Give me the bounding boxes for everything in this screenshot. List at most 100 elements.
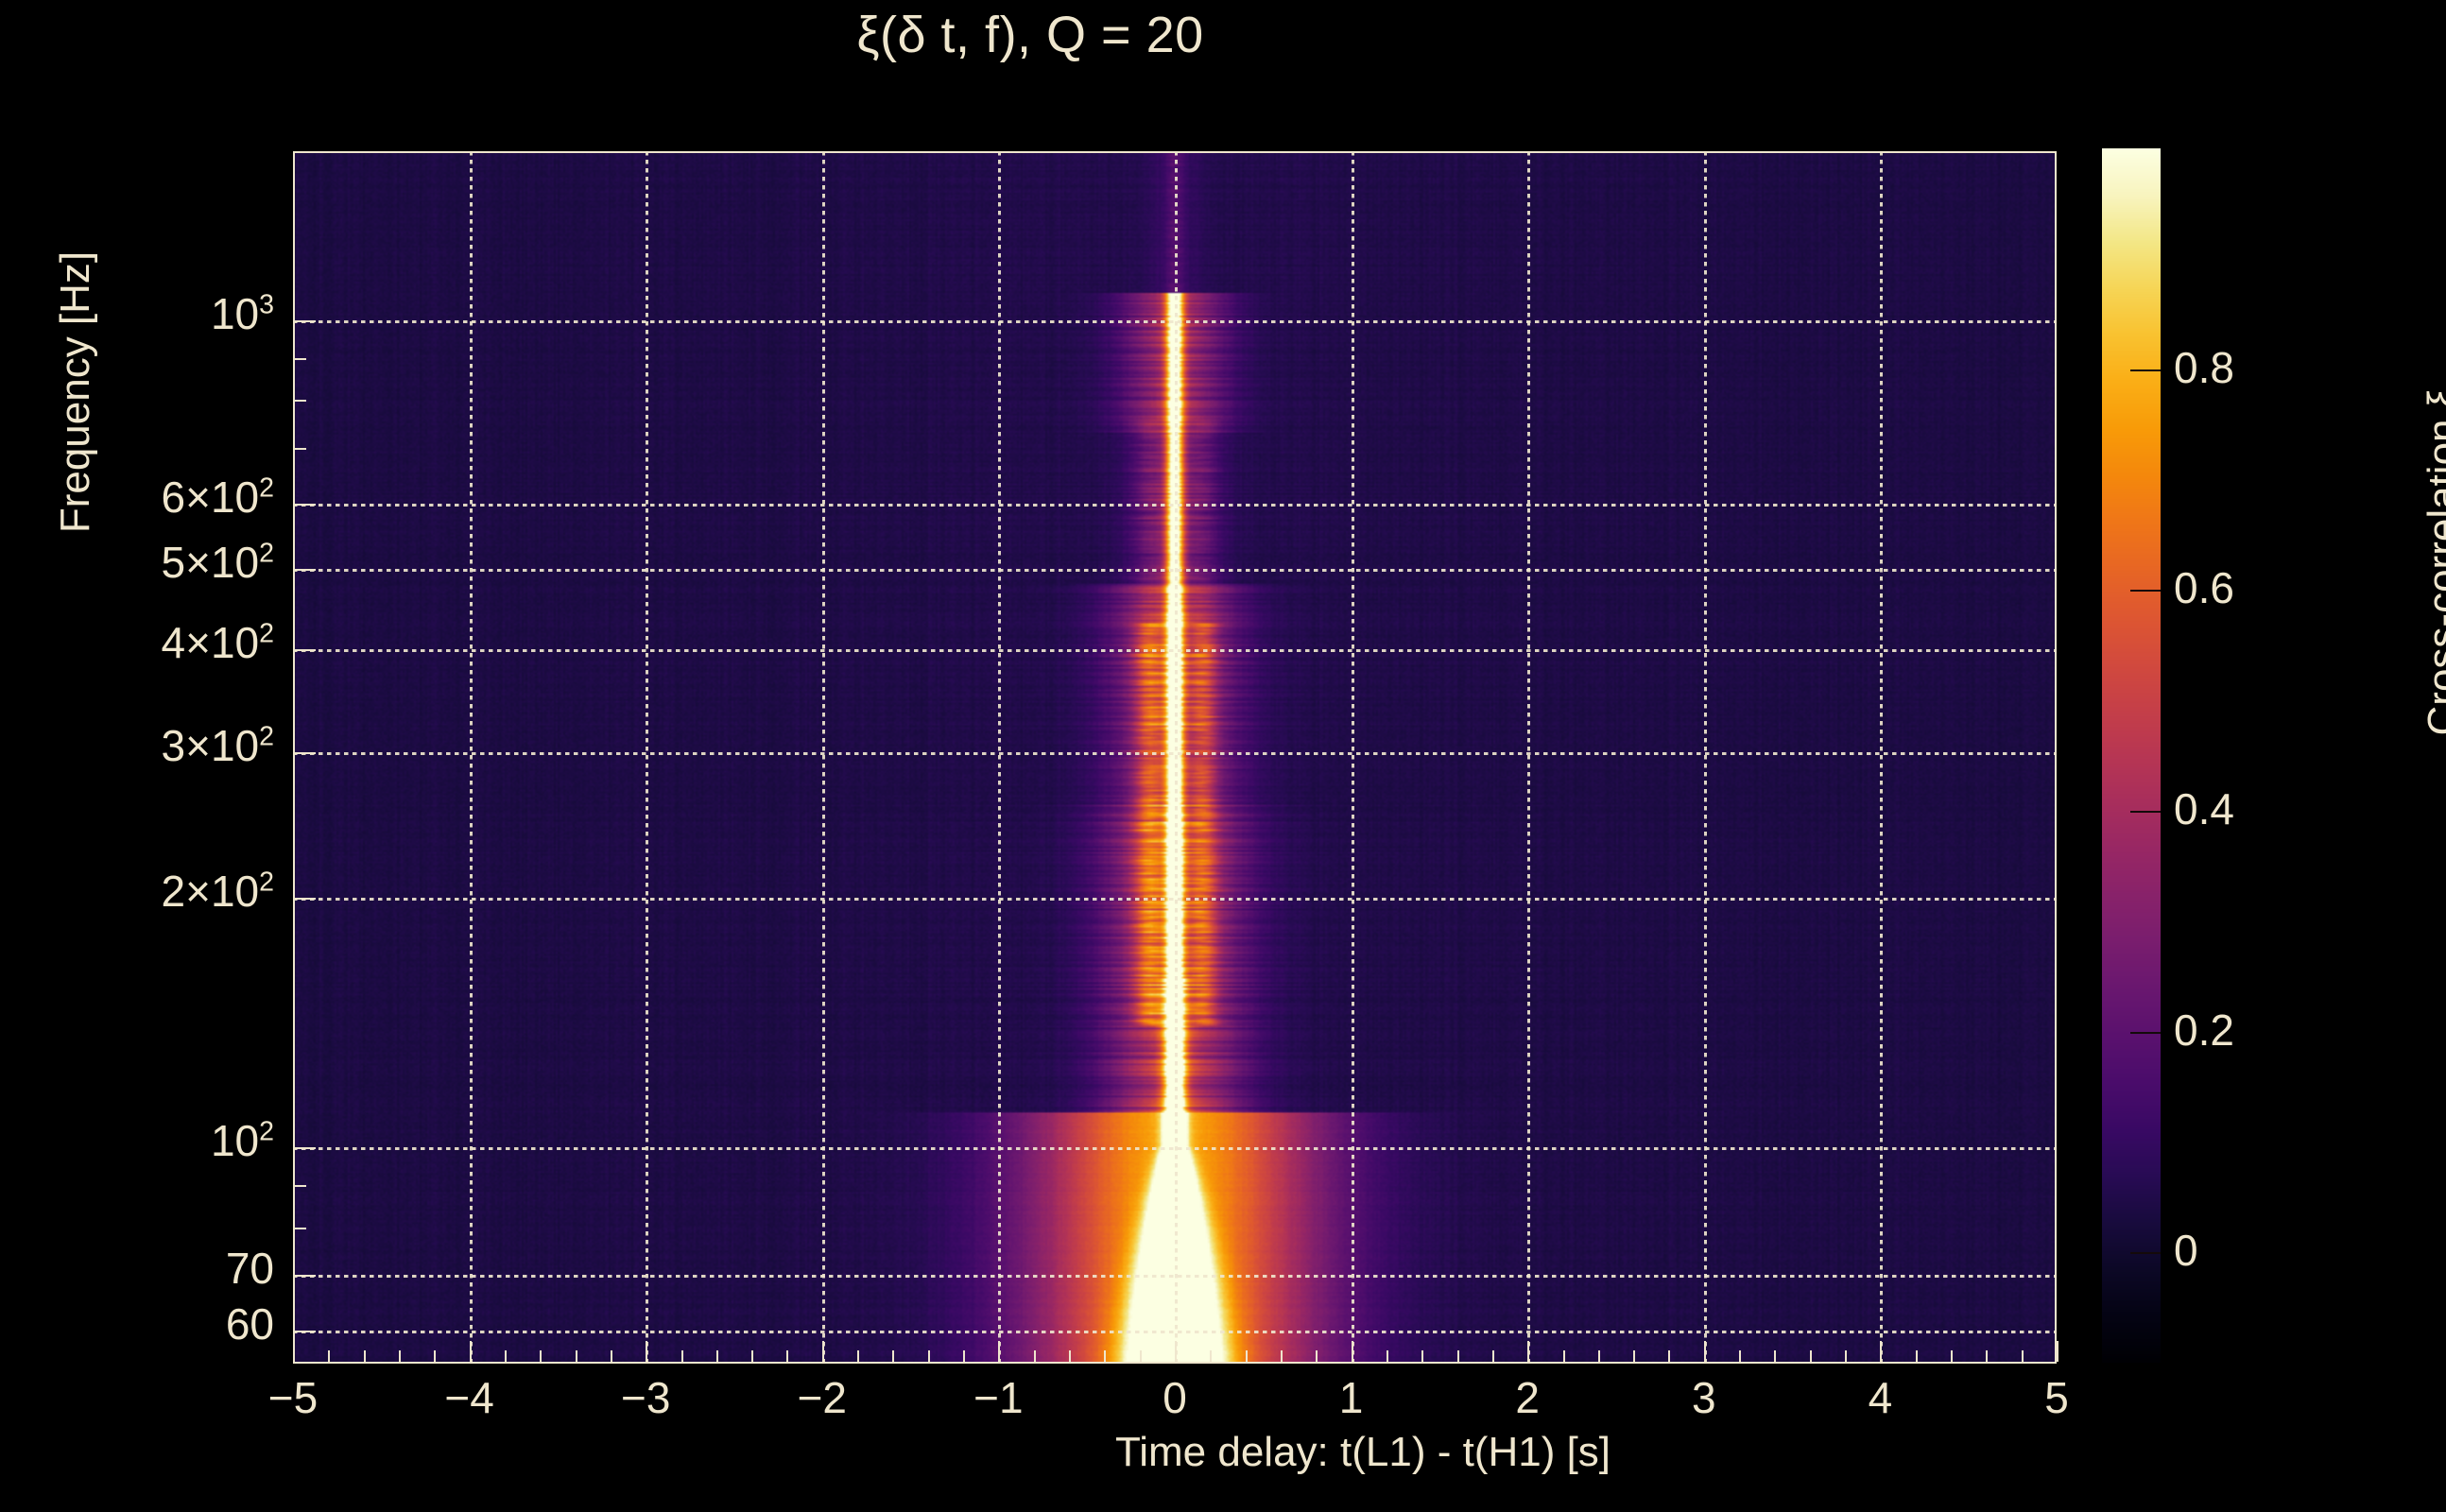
axis-frame-bottom [293, 1362, 2057, 1364]
x-tick-minor [363, 1350, 366, 1362]
x-tick-minor [398, 1350, 401, 1362]
colorbar-tick-label: 0.8 [2174, 342, 2234, 392]
y-tick-label: 3×102 [161, 721, 274, 771]
y-tick-label: 60 [225, 1298, 274, 1349]
x-tick-minor [1986, 1350, 1989, 1362]
x-tick-minor [680, 1350, 683, 1362]
grid-line-vertical [646, 151, 649, 1362]
y-axis-title: Frequency [Hz] [52, 250, 98, 534]
x-tick-major [646, 1341, 648, 1362]
x-tick-minor [715, 1350, 718, 1362]
y-tick-label: 5×102 [161, 538, 274, 588]
x-tick-minor [1739, 1350, 1742, 1362]
grid-line-vertical [1880, 151, 1884, 1362]
x-tick-minor [892, 1350, 895, 1362]
y-tick-minor [295, 648, 306, 651]
y-tick-label: 4×102 [161, 617, 274, 667]
colorbar-gradient [2102, 148, 2161, 1363]
colorbar-tick [2130, 590, 2161, 593]
x-tick-major [998, 1341, 1001, 1362]
x-tick-minor [1421, 1350, 1424, 1362]
x-tick-minor [1562, 1350, 1565, 1362]
x-tick-minor [1951, 1350, 1954, 1362]
colorbar-tick-label: 0.2 [2174, 1005, 2234, 1055]
grid-line-vertical [1527, 151, 1531, 1362]
y-tick-minor [295, 1330, 306, 1332]
grid-line-horizontal [293, 648, 2057, 652]
x-tick-label: 4 [1868, 1373, 1893, 1422]
y-tick-minor [295, 400, 306, 403]
colorbar-title: Cross-correlation ξ [2420, 389, 2446, 736]
grid-line-horizontal [293, 898, 2057, 902]
x-tick-label: −4 [444, 1373, 494, 1422]
x-tick-label: −5 [267, 1373, 319, 1422]
grid-line-horizontal [293, 569, 2057, 573]
x-tick-minor [1456, 1350, 1459, 1362]
x-tick-minor [504, 1350, 507, 1362]
grid-line-vertical [1175, 151, 1178, 1362]
y-tick-label: 103 [210, 288, 274, 338]
x-axis-title: Time delay: t(L1) - t(H1) [s] [1115, 1429, 1611, 1475]
x-tick-label: 2 [1515, 1373, 1540, 1422]
x-tick-minor [434, 1350, 437, 1362]
x-tick-major [1175, 1341, 1177, 1362]
x-tick-major [1880, 1341, 1883, 1362]
y-tick-minor [295, 503, 306, 506]
y-tick-label: 102 [210, 1115, 274, 1165]
y-tick-minor [295, 569, 306, 572]
colorbar-tick-label: 0 [2174, 1226, 2198, 1276]
y-tick-label: 2×102 [161, 867, 274, 917]
x-tick-label: −2 [797, 1373, 848, 1422]
x-tick-minor [1316, 1350, 1318, 1362]
x-tick-minor [2021, 1350, 2024, 1362]
x-tick-minor [575, 1350, 577, 1362]
x-tick-minor [751, 1350, 754, 1362]
x-tick-major [469, 1341, 472, 1362]
x-tick-minor [1809, 1350, 1812, 1362]
x-tick-minor [1774, 1350, 1777, 1362]
colorbar[interactable] [2102, 148, 2161, 1363]
y-tick-label: 6×102 [161, 472, 274, 522]
x-tick-label: 0 [1163, 1373, 1187, 1422]
colorbar-tick [2130, 810, 2161, 813]
x-tick-minor [1491, 1350, 1494, 1362]
y-tick-minor [295, 448, 306, 451]
x-tick-minor [1033, 1350, 1036, 1362]
axis-frame-top [293, 151, 2057, 153]
x-tick-minor [857, 1350, 860, 1362]
x-tick-minor [963, 1350, 966, 1362]
x-tick-minor [1915, 1350, 1918, 1362]
colorbar-tick-label: 0.6 [2174, 563, 2234, 613]
grid-line-vertical [821, 151, 825, 1362]
x-tick-minor [927, 1350, 930, 1362]
x-tick-minor [1104, 1350, 1107, 1362]
x-tick-major [2057, 1341, 2058, 1362]
y-tick-minor [295, 752, 306, 755]
y-tick-minor [295, 1184, 306, 1187]
y-tick-label: 70 [225, 1244, 274, 1294]
grid-line-horizontal [293, 752, 2057, 756]
x-tick-minor [1597, 1350, 1600, 1362]
x-tick-minor [1386, 1350, 1388, 1362]
x-tick-label: 5 [2044, 1373, 2069, 1422]
x-tick-major [1351, 1341, 1353, 1362]
grid-line-vertical [1351, 151, 1354, 1362]
x-tick-major [293, 1341, 295, 1362]
y-tick-minor [295, 898, 306, 901]
x-tick-minor [1280, 1350, 1283, 1362]
x-tick-major [821, 1341, 824, 1362]
y-tick-minor [295, 1227, 306, 1229]
colorbar-tick [2130, 1031, 2161, 1034]
x-tick-minor [1069, 1350, 1072, 1362]
x-tick-minor [540, 1350, 543, 1362]
y-tick-minor [295, 1275, 306, 1278]
x-tick-minor [1139, 1350, 1142, 1362]
x-tick-minor [1245, 1350, 1248, 1362]
axis-frame-left [293, 151, 295, 1364]
plot-title: ξ(δ t, f), Q = 20 [856, 7, 1204, 63]
x-tick-minor [328, 1350, 331, 1362]
x-tick-minor [610, 1350, 612, 1362]
x-tick-minor [786, 1350, 789, 1362]
heatmap-plot-area[interactable] [293, 151, 2057, 1362]
